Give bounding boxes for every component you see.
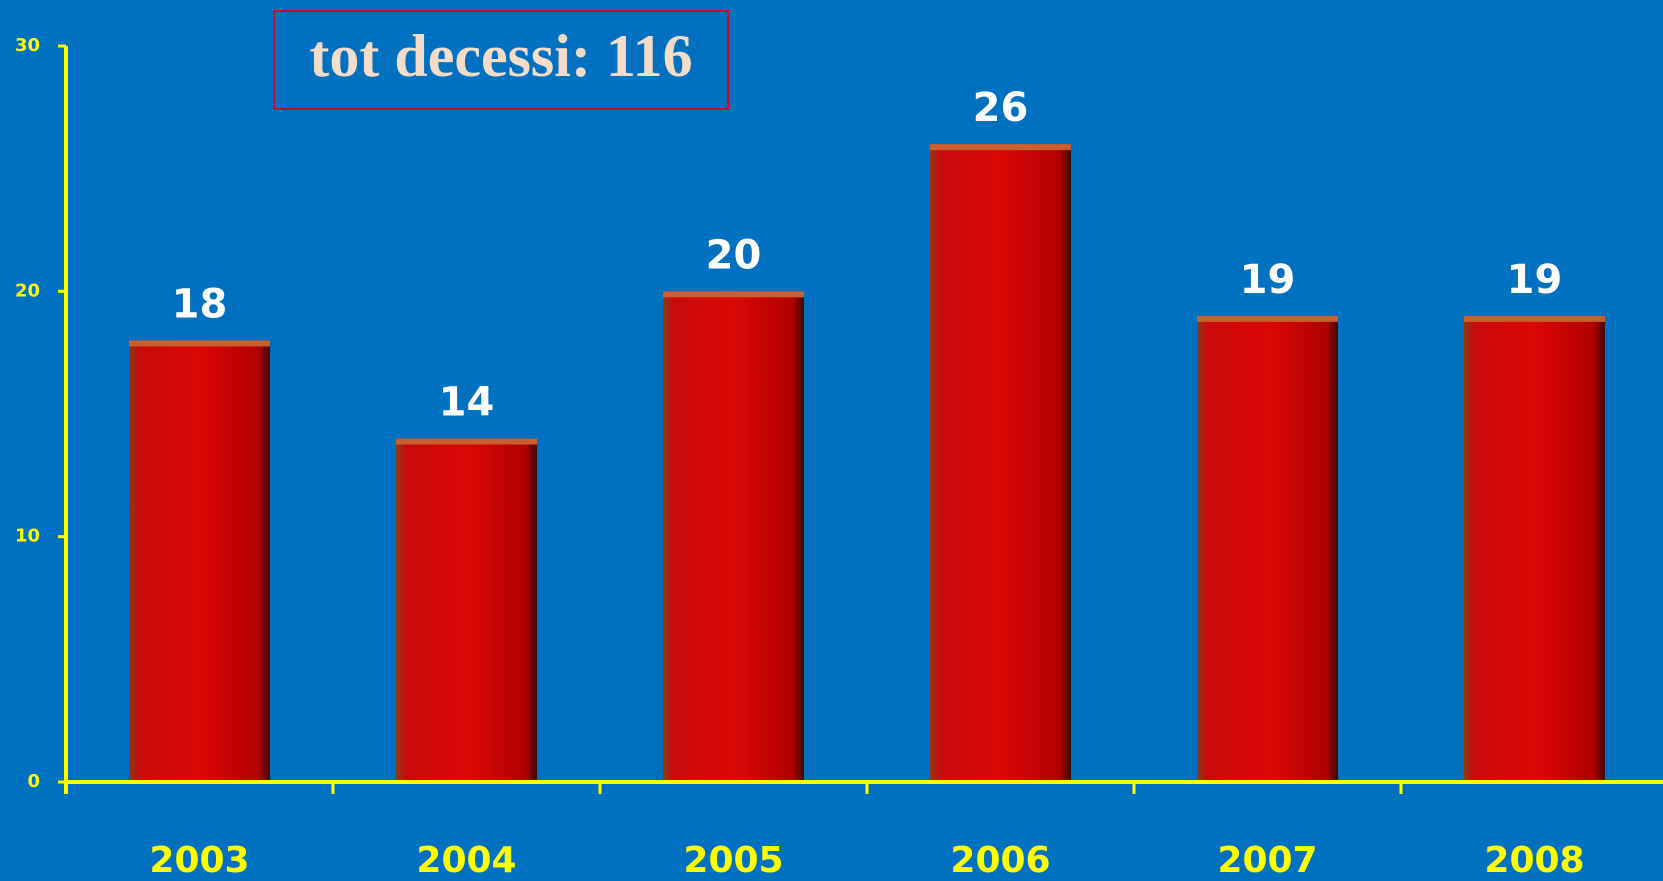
x-tick-label: 2007 (1217, 840, 1317, 881)
bar-top (1197, 315, 1338, 322)
bar (129, 340, 270, 782)
value-label: 18 (172, 281, 228, 327)
bar-top (930, 144, 1071, 151)
x-tick-label: 2006 (950, 840, 1050, 881)
annotation: tot decessi: 116 (309, 23, 692, 89)
bar-top (1464, 315, 1605, 322)
bar-top (663, 291, 804, 298)
x-tick-label: 2005 (683, 840, 783, 881)
bar (663, 291, 804, 782)
value-label: 19 (1507, 257, 1563, 303)
bar (1197, 315, 1338, 782)
bar (930, 144, 1071, 783)
bar-top (129, 340, 270, 347)
value-label: 19 (1240, 257, 1296, 303)
annotation-box (273, 10, 729, 110)
y-tick-label: 20 (15, 280, 40, 301)
value-label: 26 (973, 85, 1029, 131)
y-tick-label: 30 (15, 35, 40, 56)
bar (1464, 315, 1605, 782)
bar (396, 438, 537, 782)
value-label: 14 (439, 380, 495, 426)
value-label: 20 (706, 232, 762, 278)
y-tick-label: 10 (15, 526, 40, 547)
bar-top (396, 438, 537, 445)
x-tick-label: 2008 (1484, 840, 1584, 881)
y-tick-label: 0 (27, 771, 40, 792)
x-tick-label: 2004 (416, 840, 516, 881)
x-tick-label: 2003 (149, 840, 249, 881)
